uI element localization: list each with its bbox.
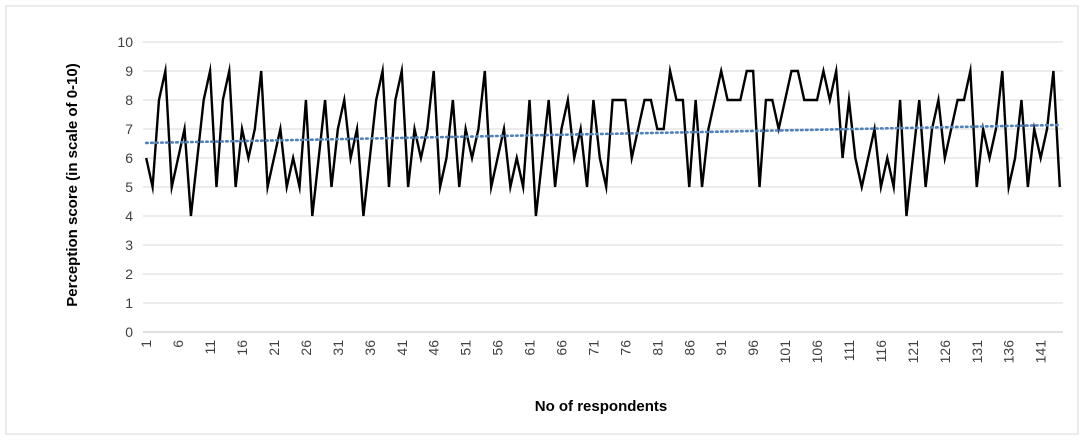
y-tick-label-1: 1 bbox=[125, 295, 133, 311]
x-tick-label-11: 11 bbox=[202, 340, 218, 355]
x-tick-label-121: 121 bbox=[905, 340, 921, 364]
y-axis-title: Perception score (in scale of 0-10) bbox=[64, 63, 81, 306]
x-tick-label-141: 141 bbox=[1033, 340, 1049, 364]
x-tick-label-96: 96 bbox=[745, 340, 761, 356]
y-tick-label-6: 6 bbox=[125, 150, 133, 166]
x-tick-label-6: 6 bbox=[170, 340, 186, 348]
x-tick-labels: 1 6 11 16 21 26 31 36 41 46 51 56 61 66 71 76 81 86 91 96 10… bbox=[138, 340, 1048, 364]
y-tick-label-0: 0 bbox=[125, 324, 133, 340]
x-tick-label-91: 91 bbox=[713, 340, 729, 356]
x-tick-label-111: 111 bbox=[841, 340, 857, 361]
y-tick-labels: 0 1 2 3 4 5 6 7 8 9 10 bbox=[117, 34, 133, 340]
y-tick-label-3: 3 bbox=[125, 237, 133, 253]
x-tick-label-51: 51 bbox=[458, 340, 474, 356]
y-tick-label-10: 10 bbox=[117, 34, 133, 50]
x-tick-label-21: 21 bbox=[266, 340, 282, 356]
series-line-scores bbox=[145, 62, 1062, 217]
x-tick-label-106: 106 bbox=[809, 340, 825, 364]
x-tick-label-46: 46 bbox=[426, 340, 442, 356]
x-tick-label-126: 126 bbox=[937, 340, 953, 364]
x-tick-label-56: 56 bbox=[490, 340, 506, 356]
y-tick-label-9: 9 bbox=[125, 63, 133, 79]
x-tick-label-136: 136 bbox=[1001, 340, 1017, 364]
x-tick-label-41: 41 bbox=[394, 340, 410, 356]
y-tick-label-7: 7 bbox=[125, 121, 133, 137]
x-tick-label-16: 16 bbox=[234, 340, 250, 356]
chart-border bbox=[5, 5, 1079, 435]
y-tick-label-4: 4 bbox=[125, 208, 133, 224]
x-tick-label-26: 26 bbox=[298, 340, 314, 356]
y-tick-label-8: 8 bbox=[125, 92, 133, 108]
x-tick-label-31: 31 bbox=[330, 340, 346, 356]
x-tick-label-81: 81 bbox=[649, 340, 665, 356]
y-tick-label-5: 5 bbox=[125, 179, 133, 195]
x-tick-label-36: 36 bbox=[362, 340, 378, 356]
x-tick-label-116: 116 bbox=[873, 340, 889, 363]
x-tick-label-66: 66 bbox=[553, 340, 569, 356]
x-tick-label-76: 76 bbox=[617, 340, 633, 356]
series-group bbox=[144, 62, 1062, 217]
trendline bbox=[144, 123, 1062, 145]
x-tick-label-101: 101 bbox=[777, 340, 793, 364]
x-tick-label-1: 1 bbox=[138, 340, 154, 348]
gridlines bbox=[143, 41, 1063, 333]
x-tick-label-61: 61 bbox=[522, 340, 538, 356]
x-tick-label-131: 131 bbox=[969, 340, 985, 364]
x-tick-label-86: 86 bbox=[681, 340, 697, 356]
y-tick-label-2: 2 bbox=[125, 266, 133, 282]
x-axis-title: No of respondents bbox=[535, 398, 668, 415]
x-tick-label-71: 71 bbox=[585, 340, 601, 356]
